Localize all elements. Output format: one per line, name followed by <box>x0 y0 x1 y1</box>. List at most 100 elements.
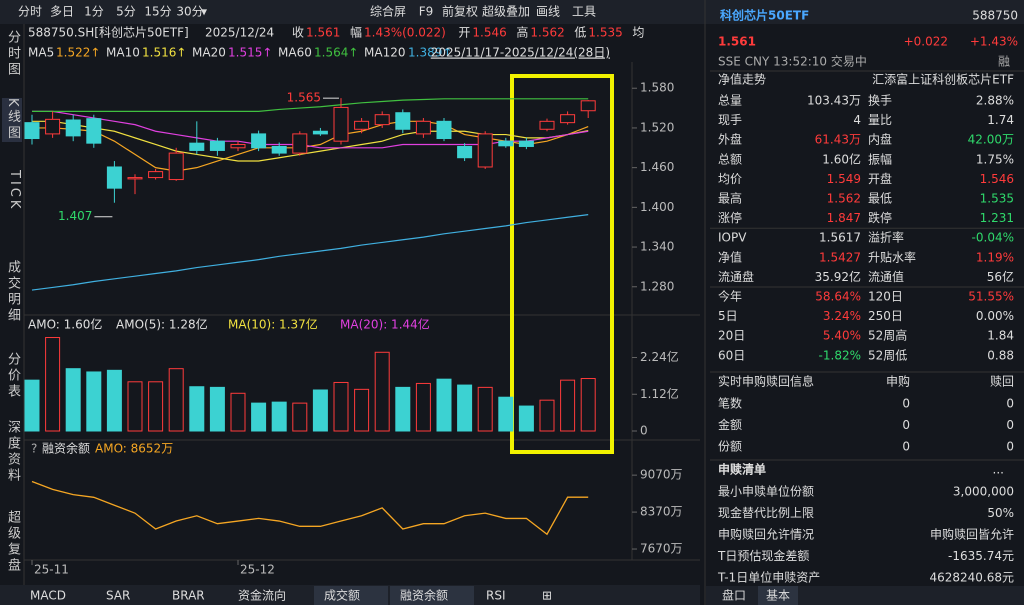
toolbar-button[interactable]: 多日 <box>50 5 74 19</box>
label: 实时申购赎回信息 <box>718 374 814 389</box>
toolbar-button[interactable]: 综合屏 <box>370 4 406 19</box>
label: 3.24% <box>823 309 861 323</box>
y-tick-label: 1.280 <box>640 279 674 293</box>
label: 收 <box>292 26 304 40</box>
toolbar-button[interactable]: 画线 <box>536 5 560 19</box>
toolbar-button[interactable]: 1分 <box>84 5 104 19</box>
label: 开 <box>458 26 470 40</box>
label: 申购赎回允许情况 <box>718 527 814 542</box>
label: 4628240.68元 <box>929 571 1014 585</box>
label: 1.231 <box>980 211 1014 225</box>
tab[interactable]: 盘口 <box>722 588 746 603</box>
candle-body <box>436 120 452 140</box>
label: 50% <box>987 506 1014 520</box>
toolbar-button[interactable]: 前复权 <box>442 4 478 19</box>
label: 流通值 <box>868 269 904 284</box>
label: 流通盘 <box>718 269 754 284</box>
volume-bar <box>189 386 205 432</box>
side-tab[interactable]: 分价表 <box>5 352 20 400</box>
y-tick-label: 1.400 <box>640 200 674 214</box>
x-tick-label: 25-12 <box>240 563 275 577</box>
volume-bar <box>518 405 534 432</box>
volume-bar <box>65 368 81 432</box>
label: 均价 <box>718 172 742 186</box>
label: 净值走势 <box>718 72 766 87</box>
side-tab[interactable]: 成交明细 <box>5 260 20 324</box>
label: 1.43%(0.022) <box>364 26 446 40</box>
candle-body <box>65 119 81 137</box>
tab[interactable]: BRAR <box>172 589 205 603</box>
side-tab[interactable]: TICK <box>7 170 22 212</box>
toolbar-button[interactable]: 30分 <box>176 5 203 19</box>
fund-name: 科创芯片50ETF <box>720 8 809 23</box>
tab[interactable]: 融资余额 <box>400 588 448 603</box>
label: 5.40% <box>823 329 861 343</box>
label: 0.00% <box>976 309 1014 323</box>
label: 现金替代比例上限 <box>718 505 814 520</box>
candle-body <box>189 142 205 151</box>
volume-bar <box>498 396 514 432</box>
label: 4 <box>853 113 861 127</box>
candle-body <box>230 143 246 149</box>
label: 3,000,000 <box>953 485 1014 499</box>
tab[interactable]: 资金流向 <box>238 588 286 603</box>
candle-body <box>45 118 61 135</box>
y-tick-label: 7670万 <box>640 542 683 556</box>
toolbar-button[interactable]: 5分 <box>116 5 136 19</box>
candle-body <box>127 177 143 180</box>
toolbar-button[interactable]: 15分 <box>144 5 171 19</box>
candle-body <box>518 140 534 147</box>
tab[interactable]: RSI <box>486 589 506 603</box>
volume-bar <box>209 386 225 432</box>
label: 52周低 <box>868 348 907 362</box>
label: MA10 <box>106 46 140 60</box>
y-tick-label: 1.460 <box>640 160 674 174</box>
candle-body <box>580 100 596 112</box>
tab[interactable]: 基本 <box>766 589 790 603</box>
toolbar-button[interactable]: 超级叠加 <box>482 4 530 19</box>
y-tick-label: 2.24亿 <box>640 349 679 364</box>
toolbar-button[interactable]: ▾ <box>201 5 207 19</box>
legend-entry: MA(20): 1.44亿 <box>340 317 430 332</box>
label: 升贴水率 <box>868 249 916 264</box>
side-tab[interactable]: 超级复盘 <box>5 510 20 574</box>
label: IOPV <box>718 231 747 245</box>
label: 2025/12/24 <box>205 26 274 40</box>
volume-bar <box>24 379 40 432</box>
toolbar-button[interactable]: 分时 <box>18 5 42 19</box>
tab-bg <box>390 586 474 605</box>
tab[interactable]: ⊞ <box>542 589 552 603</box>
legend-entry: AMO: 1.60亿 <box>28 317 102 332</box>
label: 58.64% <box>815 290 861 304</box>
tab[interactable]: SAR <box>106 589 130 603</box>
label: 1.535 <box>588 26 622 40</box>
tab[interactable]: 成交额 <box>324 588 360 603</box>
label: 35.92亿 <box>815 269 861 284</box>
legend-entry: MA(10): 1.37亿 <box>228 317 318 332</box>
label: 最高 <box>718 191 742 206</box>
side-tab[interactable]: K线图 <box>2 98 22 142</box>
label: 净值 <box>718 249 742 264</box>
code: 588750 <box>972 9 1018 23</box>
flag: 融 <box>998 55 1010 69</box>
toolbar-button[interactable]: 工具 <box>572 5 596 19</box>
volume-bar <box>436 378 452 432</box>
tab[interactable]: MACD <box>30 589 66 603</box>
side-tab[interactable]: 深度资料 <box>5 420 20 484</box>
candle-body <box>148 171 164 179</box>
label: 2.88% <box>976 94 1014 108</box>
change: +0.022 <box>904 35 948 49</box>
toolbar-button[interactable]: F9 <box>419 5 434 19</box>
volume-bar <box>312 389 328 432</box>
label: 103.43万 <box>807 94 861 108</box>
candle-body <box>415 120 431 135</box>
toolbar-bg <box>0 0 1024 24</box>
label: -1635.74元 <box>948 549 1014 563</box>
label: 20日 <box>718 329 745 343</box>
candle-body <box>86 118 102 144</box>
side-tab[interactable]: 分时图 <box>5 30 20 78</box>
label: 1.60亿 <box>822 151 861 166</box>
volume-bar <box>230 392 246 432</box>
